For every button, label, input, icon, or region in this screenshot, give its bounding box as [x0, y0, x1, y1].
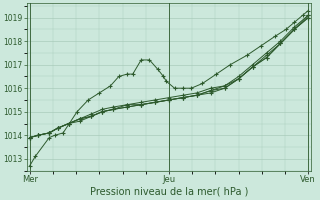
X-axis label: Pression niveau de la mer( hPa ): Pression niveau de la mer( hPa ) — [90, 187, 248, 197]
